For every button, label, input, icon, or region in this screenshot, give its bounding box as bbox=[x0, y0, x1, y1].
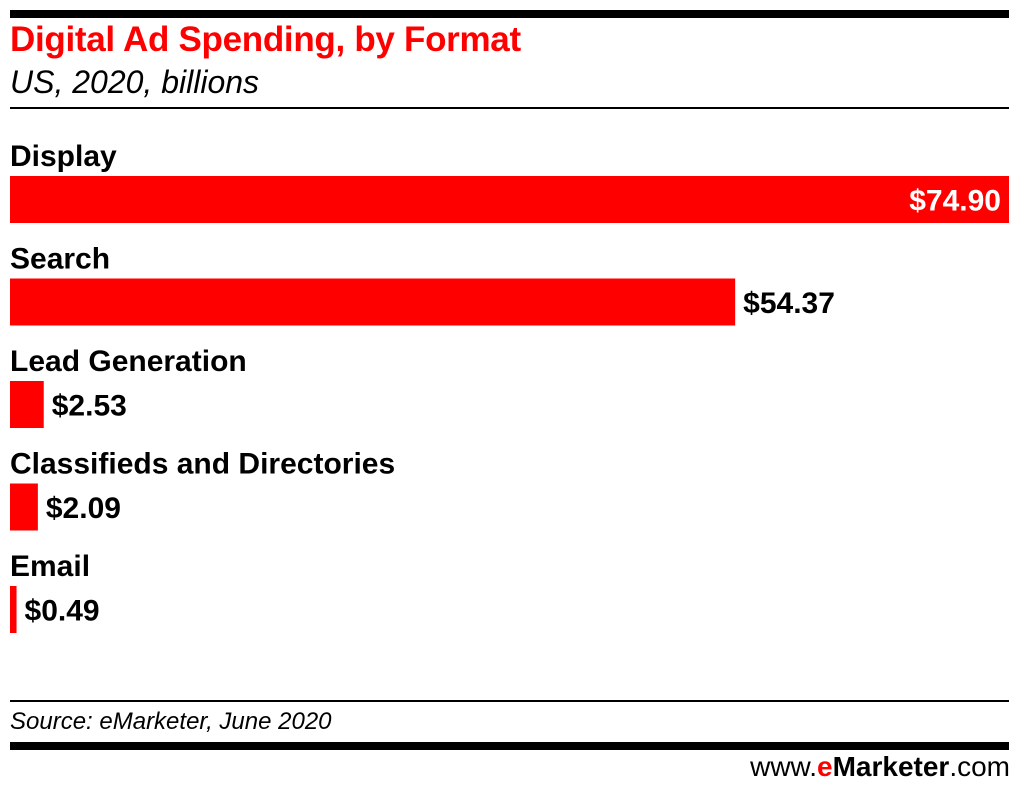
bar-display bbox=[10, 176, 1009, 223]
bar-lead-generation bbox=[10, 381, 44, 428]
brand-name: Marketer bbox=[832, 751, 950, 782]
brand-prefix: www. bbox=[750, 751, 817, 782]
chart-title: Digital Ad Spending, by Format bbox=[10, 20, 521, 59]
category-label-classifieds-and-directories: Classifieds and Directories bbox=[10, 448, 395, 481]
bar-email bbox=[10, 586, 17, 633]
bar-search bbox=[10, 278, 736, 326]
value-label-display: $74.90 bbox=[909, 185, 1001, 218]
brand-suffix: .com bbox=[949, 751, 1010, 782]
brand-logo: www.eMarketer.com bbox=[750, 751, 1010, 783]
bar-classifieds-and-directories bbox=[10, 483, 38, 531]
chart-subtitle: US, 2020, billions bbox=[10, 64, 260, 100]
category-label-lead-generation: Lead Generation bbox=[10, 345, 247, 378]
value-label-lead-generation: $2.53 bbox=[52, 390, 127, 423]
category-label-search: Search bbox=[10, 243, 110, 276]
category-label-email: Email bbox=[10, 550, 90, 583]
value-label-classifieds-and-directories: $2.09 bbox=[46, 492, 121, 525]
brand-e: e bbox=[817, 751, 833, 782]
header-divider bbox=[10, 107, 1009, 109]
bottom-rule bbox=[10, 742, 1009, 750]
category-label-display: Display bbox=[10, 140, 117, 173]
source-note: Source: eMarketer, June 2020 bbox=[10, 708, 332, 735]
top-rule bbox=[10, 10, 1009, 18]
value-label-search: $54.37 bbox=[743, 287, 835, 320]
value-label-email: $0.49 bbox=[25, 595, 100, 628]
footer-divider bbox=[10, 700, 1009, 702]
